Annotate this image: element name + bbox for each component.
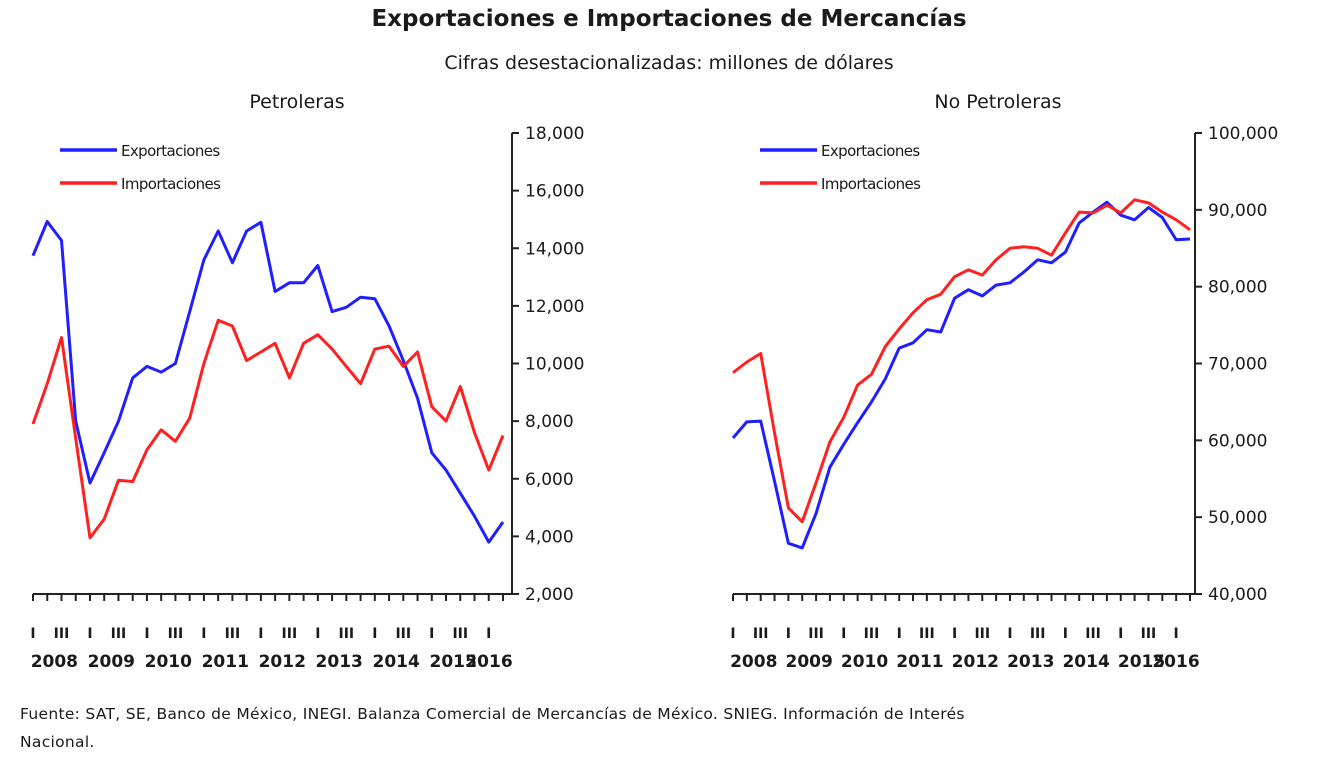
series-line-importaciones-no-petroleras <box>732 198 1191 524</box>
x-quarter-label: III <box>395 626 411 642</box>
y-tick-label: 4,000 <box>525 527 574 547</box>
x-year-label: 2016 <box>1152 652 1199 672</box>
series-line-exportaciones-petroleras <box>31 220 505 544</box>
x-quarter-label: III <box>753 626 769 642</box>
panel-title-no-petroleras: No Petroleras <box>934 91 1062 113</box>
x-quarter-label: I <box>87 626 92 642</box>
x-year-label: 2015 <box>429 652 476 672</box>
x-year-label: 2008 <box>31 652 78 672</box>
x-quarter-label: I <box>730 626 735 642</box>
x-quarter-label: I <box>30 626 35 642</box>
x-quarter-label: III <box>452 626 468 642</box>
x-year-label: 2009 <box>786 652 833 672</box>
x-year-label: 2014 <box>373 652 420 672</box>
x-quarter-label: III <box>168 626 184 642</box>
x-year-label: 2012 <box>952 652 999 672</box>
x-quarter-label: I <box>1118 626 1123 642</box>
x-year-label: 2010 <box>145 652 192 672</box>
y-tick-label: 70,000 <box>1208 355 1267 375</box>
x-quarter-label: I <box>486 626 491 642</box>
y-tick-label: 16,000 <box>525 182 584 202</box>
x-quarter-label: I <box>144 626 149 642</box>
source-note-line1: Fuente: SAT, SE, Banco de México, INEGI.… <box>20 705 965 723</box>
legend-label-importaciones: Importaciones <box>821 175 921 193</box>
x-quarter-label: III <box>282 626 298 642</box>
legend-label-exportaciones: Exportaciones <box>821 142 920 160</box>
y-tick-label: 12,000 <box>525 297 584 317</box>
x-year-label: 2010 <box>841 652 888 672</box>
x-quarter-label: III <box>1085 626 1101 642</box>
x-quarter-label: I <box>1174 626 1179 642</box>
x-quarter-label: I <box>1063 626 1068 642</box>
x-quarter-label: III <box>808 626 824 642</box>
x-quarter-label: III <box>111 626 127 642</box>
x-quarter-label: III <box>919 626 935 642</box>
x-quarter-label: I <box>1007 626 1012 642</box>
legend-label-importaciones: Importaciones <box>121 175 221 193</box>
x-quarter-label: I <box>201 626 206 642</box>
x-year-label: 2012 <box>259 652 306 672</box>
panel-title-petroleras: Petroleras <box>249 91 345 113</box>
x-quarter-label: I <box>429 626 434 642</box>
x-year-label: 2015 <box>1118 652 1165 672</box>
y-tick-label: 2,000 <box>525 585 574 605</box>
y-tick-label: 14,000 <box>525 239 584 259</box>
y-tick-label: 10,000 <box>525 355 584 375</box>
x-quarter-label: III <box>974 626 990 642</box>
x-quarter-label: III <box>1030 626 1046 642</box>
x-quarter-label: III <box>339 626 355 642</box>
x-year-label: 2011 <box>202 652 249 672</box>
x-quarter-label: I <box>786 626 791 642</box>
y-tick-label: 8,000 <box>525 412 574 432</box>
legend-label-exportaciones: Exportaciones <box>121 142 220 160</box>
x-quarter-label: I <box>372 626 377 642</box>
y-tick-label: 6,000 <box>525 470 574 490</box>
x-quarter-label: I <box>952 626 957 642</box>
series-line-importaciones-petroleras <box>31 318 505 540</box>
x-quarter-label: III <box>1141 626 1157 642</box>
chart-title: Exportaciones e Importaciones de Mercanc… <box>371 6 967 32</box>
x-quarter-label: I <box>841 626 846 642</box>
x-quarter-label: I <box>258 626 263 642</box>
x-year-label: 2014 <box>1062 652 1109 672</box>
x-year-label: 2013 <box>316 652 363 672</box>
y-tick-label: 80,000 <box>1208 278 1267 298</box>
series-line-exportaciones-no-petroleras <box>731 200 1191 550</box>
x-year-label: 2011 <box>896 652 943 672</box>
y-tick-label: 50,000 <box>1208 508 1267 528</box>
x-year-label: 2013 <box>1007 652 1054 672</box>
y-tick-label: 90,000 <box>1208 201 1267 221</box>
x-quarter-label: III <box>54 626 70 642</box>
y-tick-label: 60,000 <box>1208 431 1267 451</box>
source-note-line2: Nacional. <box>20 733 95 751</box>
x-year-label: 2016 <box>465 652 512 672</box>
y-tick-label: 40,000 <box>1208 585 1267 605</box>
x-quarter-label: III <box>864 626 880 642</box>
y-tick-label: 18,000 <box>525 124 584 144</box>
y-tick-label: 100,000 <box>1208 124 1278 144</box>
x-quarter-label: I <box>315 626 320 642</box>
x-quarter-label: I <box>897 626 902 642</box>
chart-subtitle: Cifras desestacionalizadas: millones de … <box>444 52 894 74</box>
x-year-label: 2008 <box>730 652 777 672</box>
x-quarter-label: III <box>225 626 241 642</box>
x-year-label: 2009 <box>88 652 135 672</box>
